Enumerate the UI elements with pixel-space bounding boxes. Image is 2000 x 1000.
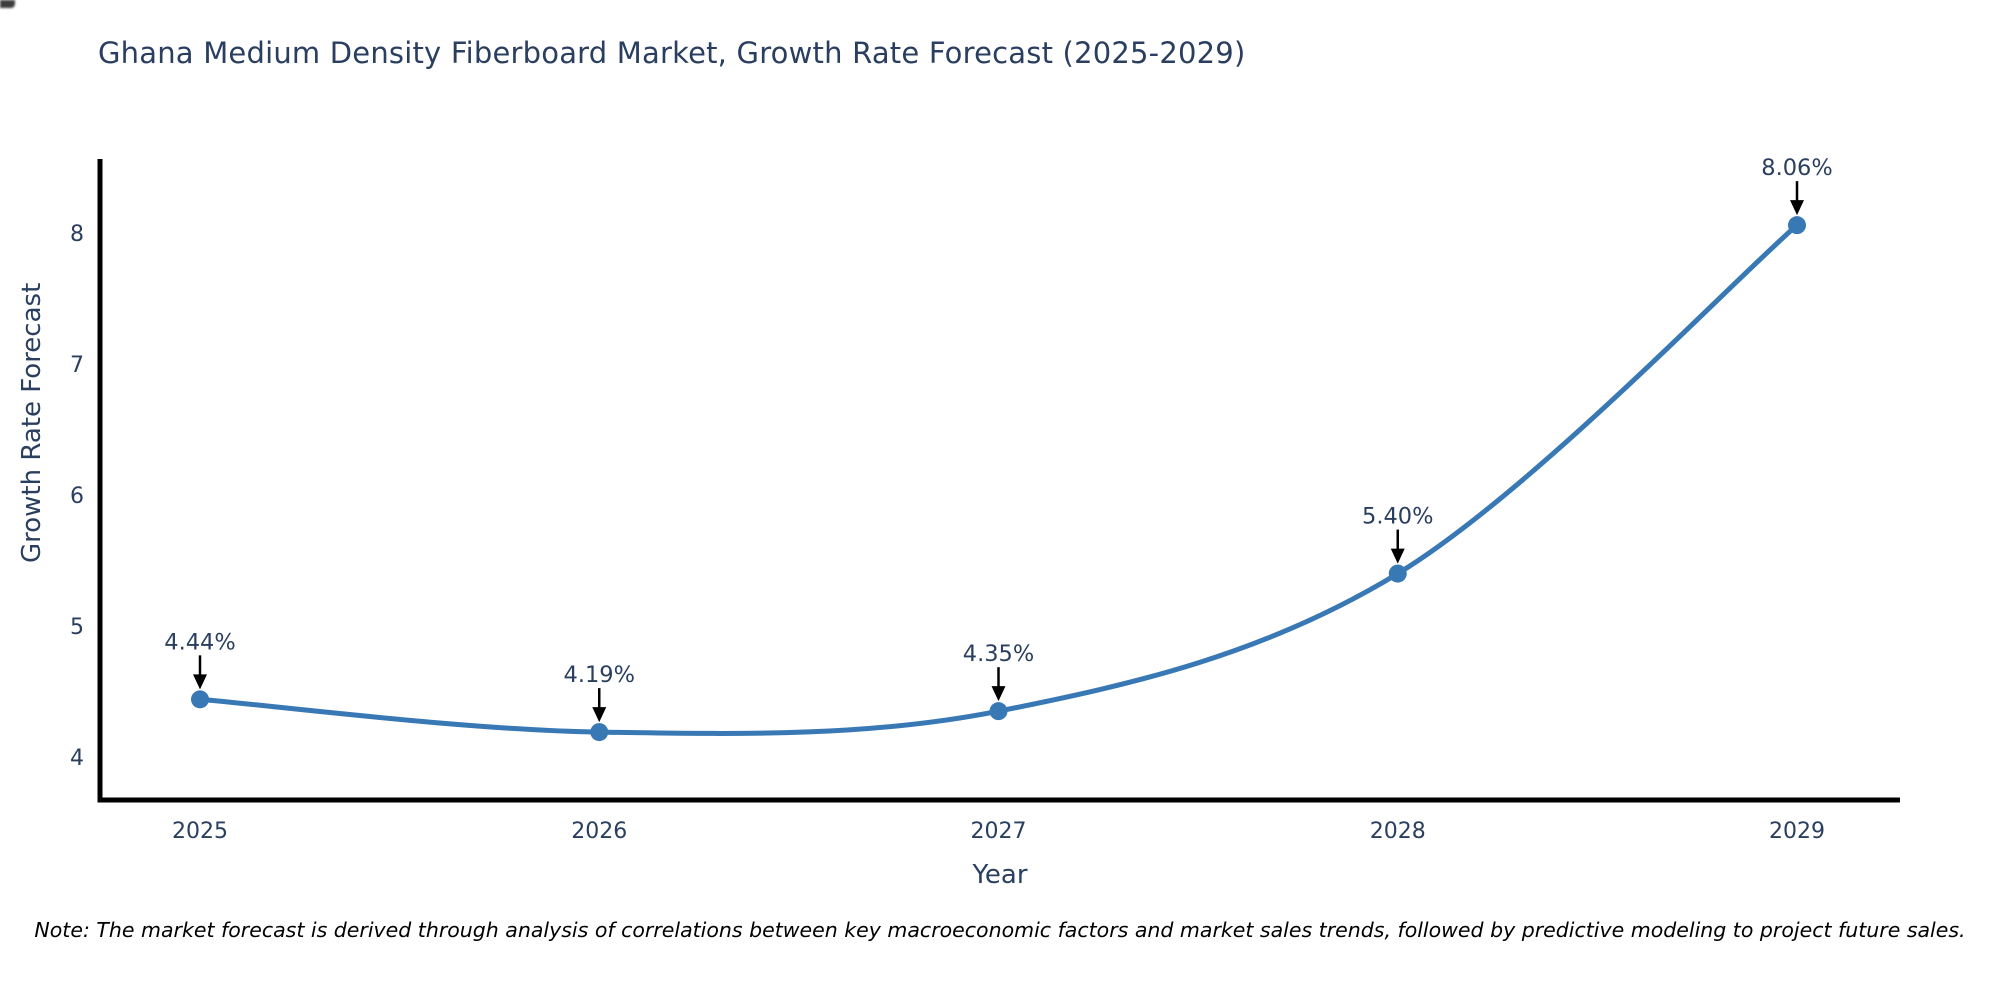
x-tick-label: 2028	[1370, 819, 1426, 844]
x-tick-label: 2029	[1769, 819, 1825, 844]
x-tick-label: 2025	[172, 819, 228, 844]
data-point-marker	[590, 723, 609, 742]
y-tick-label: 8	[70, 222, 84, 247]
data-point-label: 4.35%	[963, 641, 1034, 667]
annotation-arrowhead	[193, 674, 207, 690]
series-line	[197, 222, 1800, 736]
y-tick-label: 5	[70, 615, 84, 640]
x-tick-label: 2026	[571, 819, 627, 844]
data-point-label: 5.40%	[1362, 504, 1433, 530]
y-tick-label: 4	[70, 746, 84, 771]
data-point-label: 4.44%	[164, 629, 235, 655]
annotation-arrowhead	[1790, 200, 1804, 216]
data-point-marker	[1388, 564, 1407, 583]
data-point-marker	[191, 690, 209, 709]
y-tick-label: 7	[70, 353, 84, 378]
screenshot-corner-artifact	[0, 0, 15, 8]
data-point-marker	[1788, 216, 1806, 235]
x-tick-label: 2027	[971, 819, 1027, 844]
y-tick-label: 6	[70, 484, 84, 509]
data-point-marker	[989, 702, 1008, 721]
data-point-label: 4.19%	[564, 662, 635, 688]
y-axis-title: Growth Rate Forecast	[17, 282, 47, 563]
annotation-arrowhead	[1390, 548, 1405, 564]
chart-title: Ghana Medium Density Fiberboard Market, …	[98, 36, 1246, 70]
data-point-label: 8.06%	[1761, 155, 1832, 181]
annotation-arrowhead	[592, 707, 607, 723]
chart-footnote: Note: The market forecast is derived thr…	[34, 918, 1966, 942]
annotation-arrowhead	[991, 686, 1006, 702]
x-axis-title: Year	[972, 860, 1028, 890]
